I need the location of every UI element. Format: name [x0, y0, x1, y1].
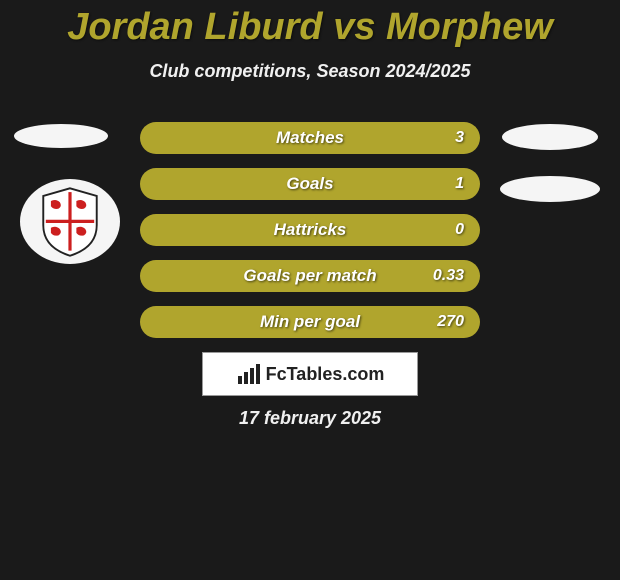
stat-label: Matches	[140, 128, 480, 148]
stat-value: 0	[455, 221, 464, 239]
stat-label: Goals	[140, 174, 480, 194]
page-title: Jordan Liburd vs Morphew	[0, 0, 620, 49]
stat-value: 3	[455, 129, 464, 147]
stat-value: 270	[437, 313, 464, 331]
stat-row: Hattricks 0	[140, 214, 480, 246]
stat-label: Hattricks	[140, 220, 480, 240]
stat-value: 1	[455, 175, 464, 193]
date-text: 17 february 2025	[0, 408, 620, 429]
stat-row: Min per goal 270	[140, 306, 480, 338]
stat-value: 0.33	[433, 267, 464, 285]
page-subtitle: Club competitions, Season 2024/2025	[0, 61, 620, 82]
site-logo[interactable]: FcTables.com	[202, 352, 418, 396]
player-photo-right-1	[502, 124, 598, 150]
site-logo-text: FcTables.com	[266, 364, 385, 385]
player-photo-right-2	[500, 176, 600, 202]
stat-row: Goals 1	[140, 168, 480, 200]
club-crest	[20, 179, 120, 264]
stat-row: Goals per match 0.33	[140, 260, 480, 292]
stats-panel: Matches 3 Goals 1 Hattricks 0 Goals per …	[140, 122, 480, 352]
stat-label: Goals per match	[140, 266, 480, 286]
bars-icon	[236, 362, 260, 386]
stat-label: Min per goal	[140, 312, 480, 332]
stat-row: Matches 3	[140, 122, 480, 154]
player-photo-left	[14, 124, 108, 148]
shield-icon	[35, 187, 105, 257]
